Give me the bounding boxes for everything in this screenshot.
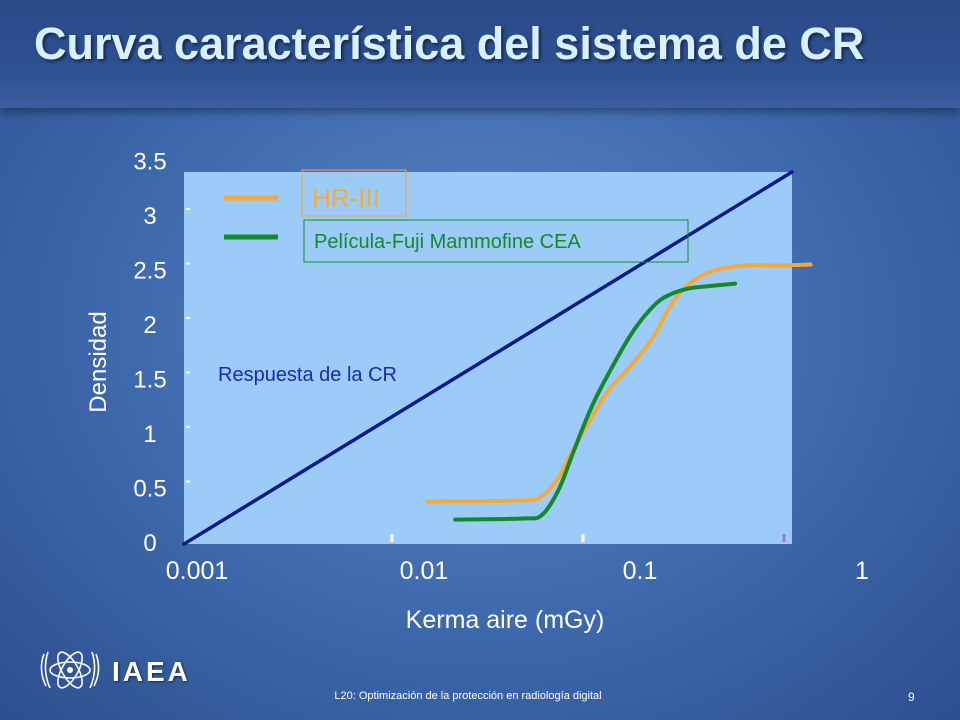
legend-box-fuji: [303, 219, 689, 263]
series-fuji-curve: [453, 281, 738, 522]
x-tick-label: 1: [855, 557, 869, 585]
iaea-logo-text: IAEA: [112, 656, 191, 687]
legend-label-hr3: HR-III: [312, 183, 380, 213]
x-tick-mark: [782, 534, 786, 542]
iaea-logo-icon: [40, 651, 100, 689]
y-tick-label: 1.5: [133, 367, 166, 394]
footer-label: L20: Optimización de la protección en ra…: [334, 690, 602, 702]
y-tick-label: 2: [143, 312, 156, 339]
y-tick-label: 2.5: [133, 258, 166, 285]
y-tick-label: 0: [143, 530, 156, 557]
page-number: 9: [908, 690, 915, 704]
y-tick-label: 1: [143, 421, 156, 448]
legend-label-fuji: Película-Fuji Mammofine CEA: [314, 231, 581, 253]
x-tick-label: 0.001: [166, 557, 229, 585]
y-tick-label: 3.5: [133, 149, 166, 176]
y-tick-label: 3: [143, 203, 156, 230]
legend-box-hr3: [301, 169, 407, 217]
x-axis-label: Kerma aire (mGy): [406, 606, 605, 634]
series-hr3-curve: [425, 262, 813, 504]
x-tick-label: 0.1: [623, 557, 658, 585]
footer-text: L20: Optimización de la protección en ra…: [0, 690, 960, 702]
x-tick-mark: [390, 534, 394, 542]
annotation-cr-response: Respuesta de la CR: [218, 364, 397, 386]
series-cr-response-line: [182, 170, 794, 546]
slide-title: Curva característica del sistema de CR: [34, 18, 865, 69]
title-band: [0, 0, 960, 108]
x-tick-label: 0.01: [400, 557, 449, 585]
x-tick-mark: [581, 534, 585, 542]
y-tick-label: 0.5: [133, 476, 166, 503]
y-axis-label: Densidad: [85, 311, 112, 412]
